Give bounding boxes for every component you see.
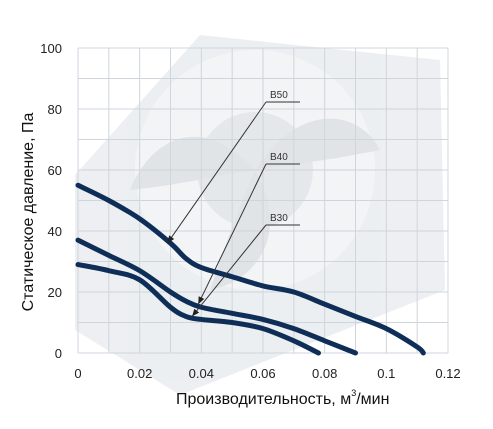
x-tick-label: 0.06 — [250, 366, 275, 381]
series-line-b50 — [75, 182, 426, 356]
x-tick-label: 0.12 — [435, 366, 460, 381]
series-line-b30 — [75, 262, 321, 356]
series-line-b40 — [75, 237, 358, 356]
data-series — [75, 182, 426, 356]
series-label-b50: B50 — [270, 90, 288, 101]
x-tick-label: 0.04 — [189, 366, 214, 381]
x-axis-title: Производительность, м3/мин — [176, 388, 389, 408]
y-tick-label: 0 — [55, 346, 62, 361]
pointer-arrowhead — [192, 308, 200, 317]
x-tick-label: 0 — [74, 366, 81, 381]
x-axis-title-superscript: 3 — [351, 388, 356, 398]
y-tick-label: 40 — [48, 224, 62, 239]
series-labels: B50 B40 B30 — [270, 90, 288, 224]
pointer-arrowhead — [167, 235, 175, 244]
x-axis-title-suffix: /мин — [356, 391, 389, 408]
y-axis-title: Статическое давление, Па — [20, 113, 37, 312]
x-tick-label: 0.02 — [127, 366, 152, 381]
pointer-arrowhead — [198, 296, 205, 305]
x-axis-ticks: 0 0.02 0.04 0.06 0.08 0.1 0.12 — [74, 366, 460, 381]
x-axis-title-main: Производительность, м — [176, 391, 351, 408]
y-axis-ticks: 0 20 40 60 80 100 — [40, 41, 62, 361]
x-tick-label: 0.08 — [312, 366, 337, 381]
pointer-arrow-line — [197, 163, 267, 305]
y-tick-label: 100 — [40, 41, 62, 56]
pointer-arrow-line — [191, 224, 267, 317]
y-tick-label: 20 — [48, 285, 62, 300]
pointer-arrow-line — [167, 101, 267, 244]
series-pointers — [167, 101, 300, 317]
series-label-b40: B40 — [270, 152, 288, 163]
x-tick-label: 0.1 — [377, 366, 395, 381]
y-tick-label: 60 — [48, 163, 62, 178]
y-tick-label: 80 — [48, 102, 62, 117]
series-label-b30: B30 — [270, 213, 288, 224]
